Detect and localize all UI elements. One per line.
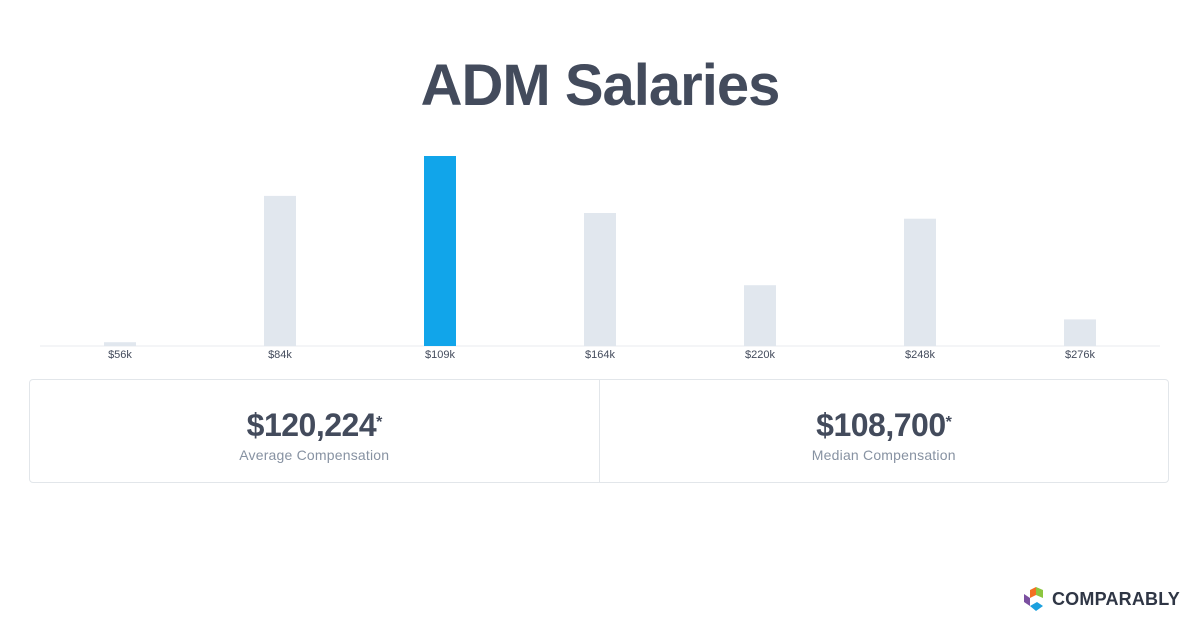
average-compensation-footnote-marker: * (376, 414, 382, 431)
tick-label-164k: $164k (585, 349, 615, 361)
page-title: ADM Salaries (420, 53, 781, 118)
bar-220k (744, 285, 776, 346)
bar-56k (104, 342, 136, 346)
bar-164k (584, 213, 616, 346)
average-compensation-card: $120,224* Average Compensation (30, 380, 599, 482)
compensation-stats: $120,224* Average Compensation $108,700*… (29, 379, 1169, 483)
comparably-brand: COMPARABLY (1023, 586, 1180, 612)
median-compensation-footnote-marker: * (945, 414, 952, 431)
median-compensation-card: $108,700* Median Compensation (598, 380, 1169, 482)
bar-248k (904, 218, 936, 346)
tick-label-109k: $109k (425, 349, 455, 361)
bar-84k (264, 195, 296, 346)
average-compensation-amount: $120,224 (246, 407, 377, 443)
salary-histogram: $56k $84k $109k $164k $220k $248k $276k (40, 156, 1160, 361)
tick-label-276k: $276k (1065, 349, 1095, 361)
tick-label-56k: $56k (108, 349, 132, 361)
median-compensation-value: $108,700* (816, 406, 952, 444)
average-compensation-label: Average Compensation (239, 447, 390, 463)
median-compensation-label: Median Compensation (811, 447, 956, 463)
average-compensation-value: $120,224* (246, 406, 383, 444)
tick-label-248k: $248k (905, 349, 935, 361)
bar-276k (1064, 319, 1096, 346)
median-compensation-amount: $108,700 (816, 407, 946, 443)
brand-name: COMPARABLY (1051, 588, 1180, 609)
tick-label-84k: $84k (268, 349, 292, 361)
comparably-logo-icon (1023, 587, 1043, 611)
bar-109k (424, 156, 456, 346)
tick-label-220k: $220k (745, 349, 775, 361)
